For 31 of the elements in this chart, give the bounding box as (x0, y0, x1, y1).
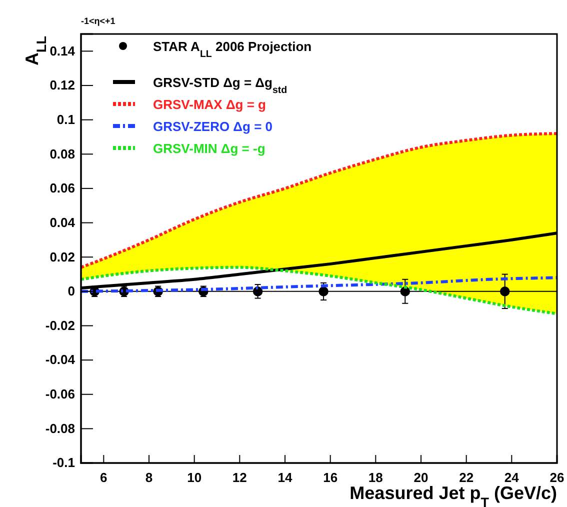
legend-label: GRSV-ZERO Δg = 0 (153, 119, 273, 134)
x-tick-label: 14 (278, 470, 293, 486)
text: -1<η<+1 (81, 16, 116, 26)
y-tick-label: 0.02 (50, 249, 75, 264)
x-tick-label: 18 (368, 470, 383, 486)
y-tick-label: 0.12 (50, 78, 75, 93)
y-tick-label: -0.06 (45, 386, 75, 402)
y-tick-label: 0.08 (50, 146, 75, 162)
y-tick-label: 0.06 (50, 180, 75, 196)
legend-label: GRSV-MAX Δg = g (153, 97, 266, 112)
x-tick-label: 10 (187, 470, 202, 486)
y-tick-label: 0.14 (50, 43, 76, 58)
y-tick-label: 0.04 (50, 214, 76, 230)
x-tick-label: 6 (100, 470, 108, 486)
legend-label: GRSV-STD Δg = Δg$_{std}$ (153, 75, 288, 96)
x-tick-label: 26 (550, 470, 564, 486)
y-tick-label: 0 (68, 284, 75, 299)
y-tick-label: -0.02 (45, 318, 75, 333)
y-tick-label: 0.1 (56, 112, 75, 127)
x-tick-label: 22 (459, 470, 474, 486)
y-tick-label: -0.1 (52, 455, 75, 470)
x-tick-label: 12 (232, 470, 247, 486)
y-tick-label: -0.04 (45, 352, 76, 368)
x-tick-label: 20 (414, 470, 428, 486)
x-tick-label: 24 (504, 470, 520, 486)
x-tick-label: 8 (145, 470, 153, 486)
legend-label: STAR A$_{LL}$ 2006 Projection (153, 39, 312, 60)
y-tick-label: -0.08 (45, 420, 75, 436)
legend-label: GRSV-MIN Δg = -g (153, 141, 266, 156)
x-tick-label: 16 (323, 470, 338, 486)
x-axis-title: Measured Jet p$_{T}$ (GeV/c) (350, 483, 557, 507)
